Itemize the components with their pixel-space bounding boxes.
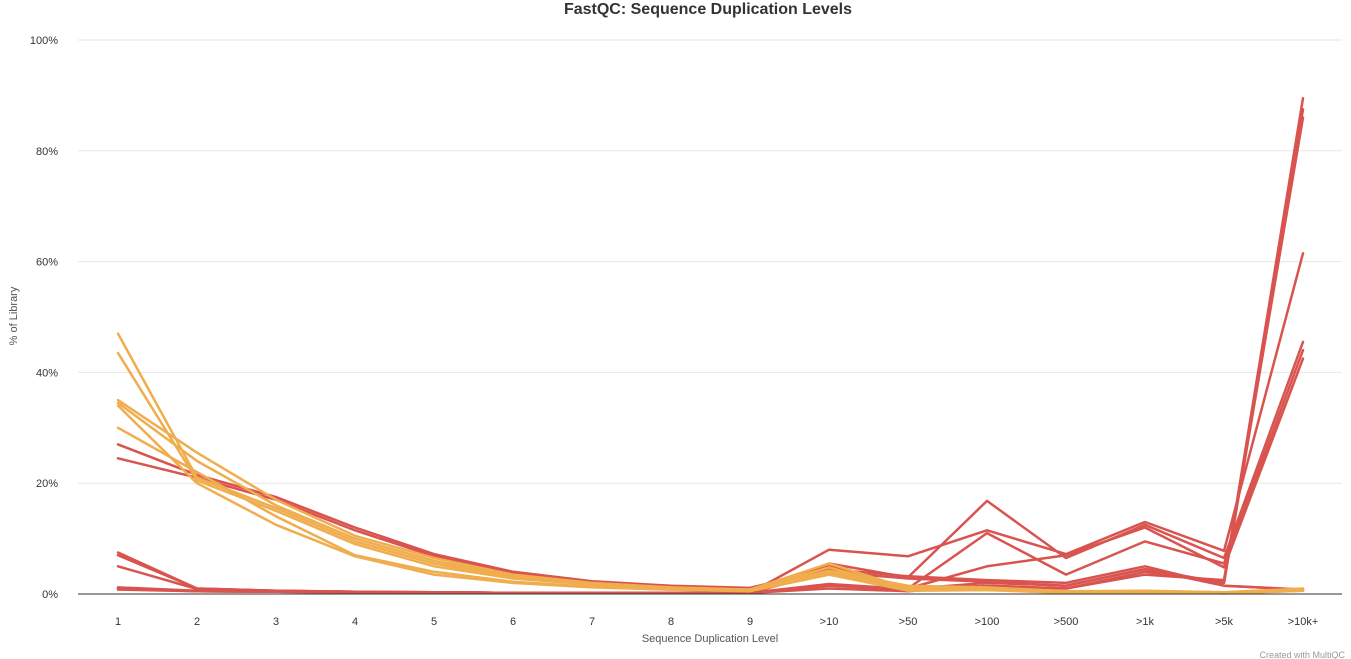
x-axis-ticks: 1 2 3 4 5 6 7 8 9 >10 >50 >100 >500 >1k >5k >10k+ bbox=[115, 616, 1318, 628]
x-tick-label: >5k bbox=[1215, 616, 1234, 628]
x-tick-label: 6 bbox=[510, 616, 516, 628]
y-axis-ticks: 0% 20% 40% 60% 80% 100% bbox=[30, 35, 58, 601]
series-line-7 bbox=[116, 357, 1305, 595]
x-tick-label: 7 bbox=[589, 616, 595, 628]
series-line-11 bbox=[116, 351, 1305, 595]
x-tick-label: >10 bbox=[820, 616, 839, 628]
y-tick-label: 0% bbox=[42, 589, 58, 601]
x-tick-label: >500 bbox=[1054, 616, 1079, 628]
chart-title: FastQC: Sequence Duplication Levels bbox=[564, 1, 852, 18]
x-tick-label: 9 bbox=[747, 616, 753, 628]
y-axis-label: % of Library bbox=[8, 286, 20, 345]
series-line-13 bbox=[116, 401, 1305, 595]
y-tick-label: 80% bbox=[36, 146, 58, 158]
x-tick-label: 4 bbox=[352, 616, 358, 628]
x-tick-label: 8 bbox=[668, 616, 674, 628]
y-tick-label: 100% bbox=[30, 35, 58, 47]
series-line-5 bbox=[116, 340, 1305, 595]
series-line-4 bbox=[116, 252, 1305, 595]
x-tick-label: 1 bbox=[115, 616, 121, 628]
x-tick-label: >1k bbox=[1136, 616, 1155, 628]
series-line-6 bbox=[116, 348, 1305, 595]
x-tick-label: >10k+ bbox=[1288, 616, 1319, 628]
credit-text: Created with MultiQC bbox=[1259, 650, 1345, 659]
series-line-15 bbox=[116, 426, 1305, 595]
series-line-14 bbox=[116, 404, 1305, 595]
x-axis-label: Sequence Duplication Level bbox=[642, 633, 778, 645]
y-tick-label: 20% bbox=[36, 478, 58, 490]
grid-lines bbox=[78, 39, 1342, 484]
y-tick-label: 40% bbox=[36, 367, 58, 379]
series-line-3 bbox=[116, 116, 1305, 595]
x-tick-label: 2 bbox=[194, 616, 200, 628]
y-tick-label: 60% bbox=[36, 257, 58, 269]
x-tick-label: 3 bbox=[273, 616, 279, 628]
x-tick-label: >50 bbox=[899, 616, 918, 628]
x-tick-label: 5 bbox=[431, 616, 437, 628]
series-line-12 bbox=[116, 398, 1305, 595]
series-lines bbox=[116, 96, 1305, 595]
x-tick-label: >100 bbox=[975, 616, 1000, 628]
